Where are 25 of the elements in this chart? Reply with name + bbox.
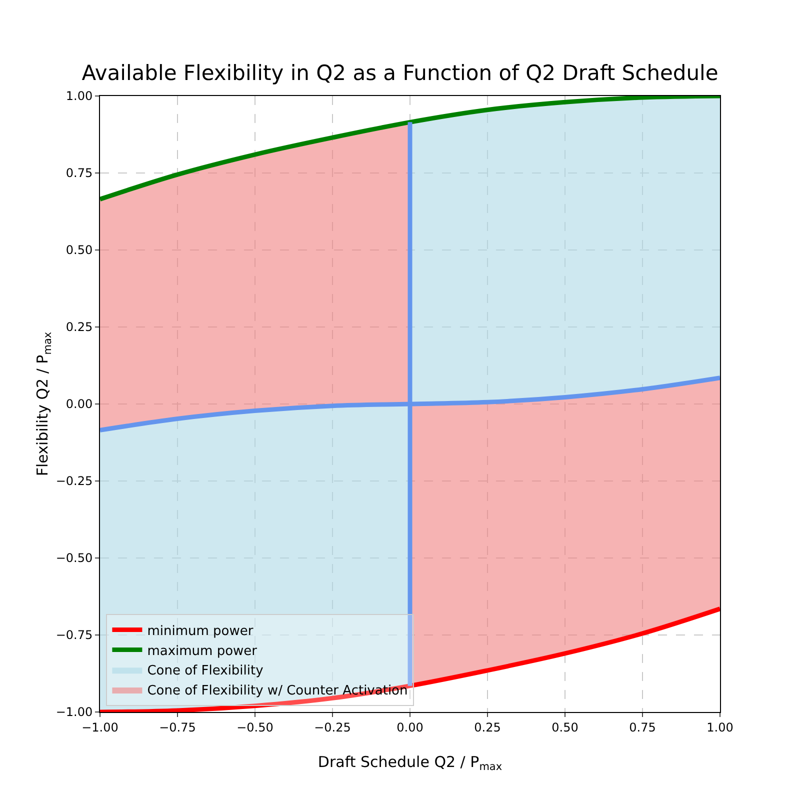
x-tick-label: 0.75 [629, 720, 656, 734]
legend-label: maximum power [147, 644, 258, 659]
x-tick-label: −0.25 [314, 720, 351, 734]
y-tick-label: −0.25 [56, 474, 93, 488]
y-tick-label: −0.75 [56, 628, 93, 642]
line-series [100, 606, 720, 712]
y-tick-label: 0.50 [66, 243, 93, 258]
x-tick-label: 0.00 [396, 720, 424, 734]
x-tick-label: 0.25 [474, 720, 501, 734]
y-tick-label: 0.25 [66, 320, 93, 334]
y-tick-label: 1.00 [66, 89, 93, 104]
chart-title: Available Flexibility in Q2 as a Function of Q2 Draft Schedule [82, 61, 718, 85]
x-tick-label: 1.00 [706, 720, 734, 734]
legend-label: Cone of Flexibility [147, 664, 264, 679]
y-tick-label: −1.00 [56, 705, 93, 720]
y-tick-label: 0.00 [66, 397, 93, 412]
line-series [100, 96, 720, 202]
y-tick-label: 0.75 [66, 166, 93, 180]
x-tick-label: 0.50 [552, 720, 578, 734]
y-tick-label: −0.50 [56, 551, 93, 566]
x-tick-label: −0.75 [159, 720, 196, 734]
legend-label: minimum power [147, 624, 254, 639]
x-axis-title: Draft Schedule Q2 / P$_{max}$ [318, 753, 502, 774]
x-tick-label: −1.00 [82, 720, 118, 734]
x-tick-label: −0.50 [236, 720, 274, 734]
